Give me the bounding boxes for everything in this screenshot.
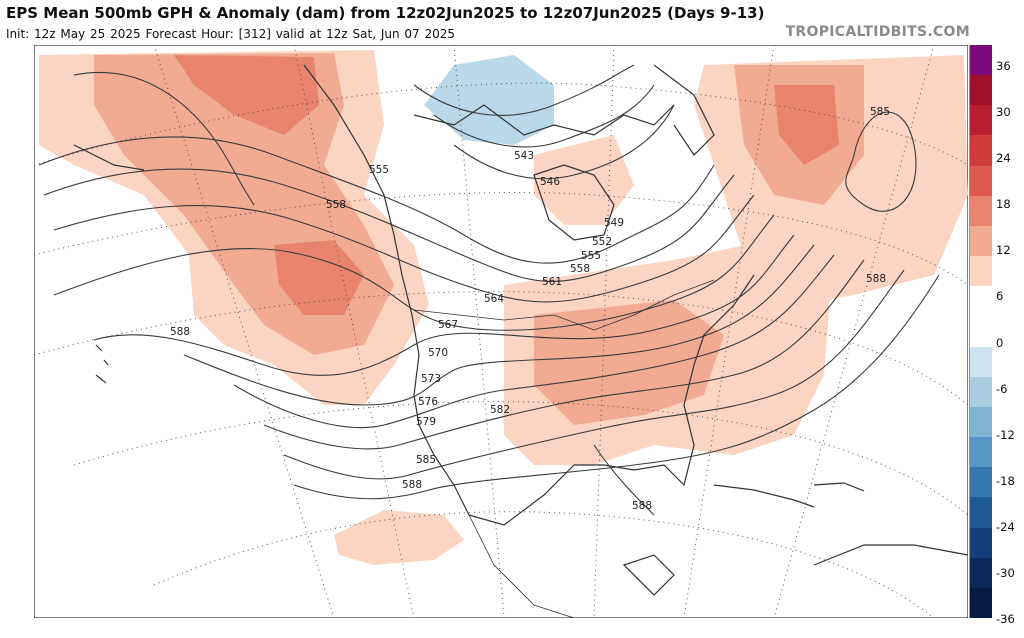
colorbar-segment [969,105,992,136]
anomaly-hudson-light [534,135,634,225]
yucatan [622,554,675,596]
height-contours [38,64,940,516]
contour-label: 582 [490,404,510,416]
contour-label: 585 [870,106,890,118]
colorbar-segment [969,406,992,438]
map-subtitle: Init: 12z May 25 2025 Forecast Hour: [31… [6,27,456,41]
contour-label: 564 [484,293,504,305]
anomaly-shading [39,50,968,565]
mexico [468,514,575,618]
contour-label: 588 [632,500,652,512]
colorbar-segment [969,497,992,529]
hispaniola [813,482,865,492]
site-watermark: TROPICALTIDBITS.COM [785,24,970,40]
graticule [34,45,968,618]
contour-label: 543 [514,150,534,162]
colorbar-segment [969,286,992,317]
hudson-bay [533,164,615,241]
weather-map: 5555585885435465495525555585615645675705… [34,45,968,618]
contour-label: 579 [416,416,436,428]
contour-label: 585 [416,454,436,466]
colorbar-segment [969,557,992,589]
anomaly-east-us-mid [534,300,724,425]
contour-label: 573 [421,373,441,385]
colorbar-segment [969,467,992,498]
us-canada-border [413,279,715,331]
colorbar-segment [969,587,992,619]
colorbar-label: -36 [996,612,1015,626]
contour-label: 558 [570,263,590,275]
colorbar-label: -6 [996,381,1008,396]
cuba [713,484,815,508]
contour-label: 555 [581,250,601,262]
colorbar-label: 30 [996,105,1011,120]
anomaly-pacific-strong1 [174,55,319,135]
colorbar-segment [969,346,992,378]
colorbar-label: -18 [996,473,1015,488]
contour-label: 552 [592,236,612,248]
contour-label: 588 [866,273,886,285]
colorbar-segment [969,75,992,106]
colorbar-label: -30 [996,565,1015,580]
gulf-coast [468,274,755,526]
colorbar-label: 18 [996,197,1011,212]
hawaii [95,344,109,384]
contour-label: 588 [402,479,422,491]
colorbar-segment [969,256,992,287]
colorbar-segment [969,165,992,197]
canada-north [413,104,675,136]
colorbar-label: 24 [996,151,1011,166]
anomaly-atlantic-strong [774,85,839,165]
contour-label: 588 [170,326,190,338]
contour-label: 561 [542,276,562,288]
contour-label: 558 [326,199,346,211]
colorbar-label: 12 [996,243,1011,258]
colorbar-segment [969,527,992,559]
anomaly-arctic-negative [424,55,554,145]
colorbar-segment [969,225,992,257]
colorbar-segment [969,195,992,227]
contour-label: 546 [540,176,560,188]
aleutians [73,144,145,171]
contour-labels: 5555585885435465495525555585615645675705… [170,106,890,512]
colorbar-segment [969,45,992,76]
colorbar-label: 6 [996,289,1004,304]
greenland [653,64,715,156]
colorbar-label: 36 [996,59,1011,73]
colorbar-segment [969,376,992,408]
contour-label: 567 [438,319,458,331]
colorbar-label: 0 [996,335,1004,350]
contour-label: 570 [428,347,448,359]
colorbar [969,45,992,619]
colorbar-label: -24 [996,519,1015,534]
contour-label: 576 [418,396,438,408]
colorbar-segment [969,135,992,167]
anomaly-mexico-light [334,510,464,565]
colorbar-segment [969,316,992,348]
map-title: EPS Mean 500mb GPH & Anomaly (dam) from … [6,4,765,22]
contour-label: 555 [369,164,389,176]
coastlines [73,64,968,618]
colorbar-label: -12 [996,427,1015,442]
contour-label: 549 [604,217,624,229]
west-coast [303,64,470,516]
south-america [813,544,968,566]
colorbar-segment [969,437,992,468]
anomaly-pacific-strong2 [274,240,364,315]
